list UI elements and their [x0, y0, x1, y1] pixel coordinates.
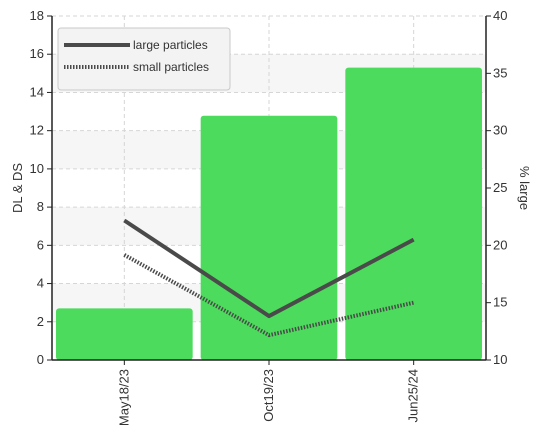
left-tick-label: 6 [37, 237, 44, 252]
left-tick-label: 16 [30, 46, 44, 61]
legend: large particles small particles [57, 27, 231, 91]
x-tick-label: Jun25/24 [406, 369, 421, 423]
legend-label-large-particles: large particles [133, 38, 208, 52]
left-tick-label: 10 [30, 161, 44, 176]
right-tick-label: 15 [493, 295, 507, 310]
left-tick-label: 18 [30, 8, 44, 23]
x-tick-label: May18/23 [116, 369, 131, 426]
right-tick-label: 40 [493, 8, 507, 23]
x-ticks: May18/23 Oct19/23 Jun25/24 [116, 360, 421, 426]
right-tick-label: 20 [493, 237, 507, 252]
right-ticks: 10 15 20 25 30 35 40 [486, 8, 507, 367]
left-tick-label: 12 [30, 123, 44, 138]
left-tick-label: 0 [37, 352, 44, 367]
left-tick-label: 14 [30, 84, 44, 99]
x-tick-label: Oct19/23 [261, 369, 276, 422]
left-tick-label: 4 [37, 276, 44, 291]
bar-Jun25/24 [345, 67, 482, 360]
right-axis-title: % large [517, 166, 532, 210]
series-line-small-particles [123, 253, 415, 338]
series-line-large-particles [123, 218, 415, 319]
left-tick-label: 8 [37, 199, 44, 214]
left-axis-title: DL & DS [10, 163, 25, 213]
right-tick-label: 10 [493, 352, 507, 367]
bar-Oct19/23 [200, 115, 338, 360]
bar-May18/23 [56, 308, 193, 360]
legend-label-small-particles: small particles [133, 60, 209, 74]
right-tick-label: 25 [493, 180, 507, 195]
lines [123, 218, 415, 338]
left-tick-label: 2 [37, 314, 44, 329]
right-tick-label: 30 [493, 123, 507, 138]
right-tick-label: 35 [493, 65, 507, 80]
left-ticks: 0 2 4 6 8 10 12 14 16 18 [30, 8, 52, 367]
